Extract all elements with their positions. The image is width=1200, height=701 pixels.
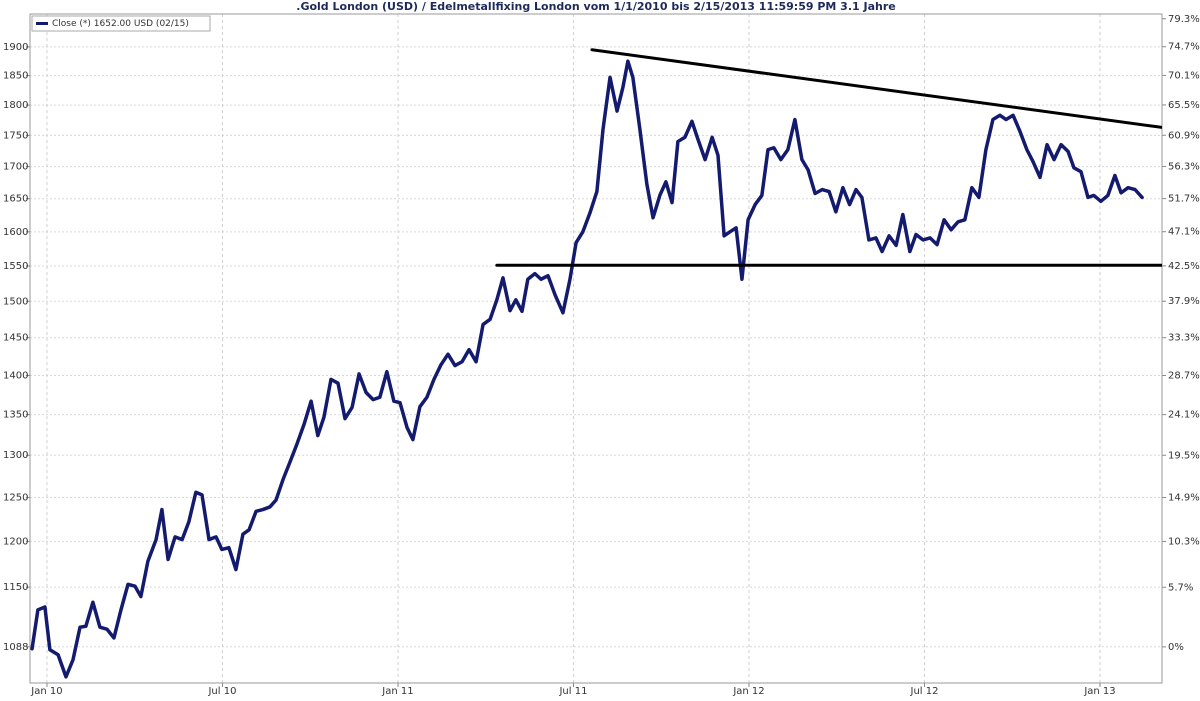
y-tick-label: 1900 — [3, 42, 28, 53]
y-tick-label: 1500 — [3, 296, 28, 307]
x-tick-label: Jul 11 — [558, 686, 587, 697]
y-tick-label: 1088 — [3, 642, 28, 653]
x-tick-label: Jan 13 — [1083, 686, 1115, 697]
y-tick-label: 1200 — [3, 536, 28, 547]
y-tick-label: 1800 — [3, 100, 28, 111]
y2-tick-label: 0% — [1168, 642, 1184, 653]
y2-tick-label: 42.5% — [1168, 261, 1200, 272]
y-tick-label: 1400 — [3, 370, 28, 381]
y2-tick-label: 10.3% — [1168, 536, 1200, 547]
x-tick-label: Jan 10 — [30, 686, 62, 697]
chart-title: .Gold London (USD) / Edelmetallfixing Lo… — [296, 0, 895, 13]
y-tick-label: 1150 — [3, 582, 28, 593]
y2-tick-label: 28.7% — [1168, 370, 1200, 381]
y2-tick-label: 14.9% — [1168, 492, 1200, 503]
y2-tick-label: 33.3% — [1168, 333, 1200, 344]
y2-tick-label: 51.7% — [1168, 194, 1200, 205]
x-tick-label: Jan 12 — [732, 686, 764, 697]
y2-tick-label: 60.9% — [1168, 130, 1200, 141]
y-tick-label: 1250 — [3, 492, 28, 503]
price-line — [30, 59, 1144, 679]
y-tick-label: 1350 — [3, 410, 28, 421]
y-tick-label: 1750 — [3, 130, 28, 141]
legend-box — [31, 15, 211, 32]
y2-tick-label: 56.3% — [1168, 161, 1200, 172]
y-tick-label: 1300 — [3, 450, 28, 461]
plot-frame — [29, 13, 1163, 684]
y-tick-label: 1700 — [3, 162, 28, 173]
y-tick-label: 1850 — [3, 71, 28, 82]
y2-tick-label: 74.7% — [1168, 42, 1200, 53]
x-tick-label: Jul 10 — [207, 686, 236, 697]
x-tick-label: Jul 12 — [910, 686, 939, 697]
y2-tick-label: 65.5% — [1168, 100, 1200, 111]
y2-tick-label: 19.5% — [1168, 450, 1200, 461]
y2-tick-label: 24.1% — [1168, 410, 1200, 421]
y2-tick-label: 47.1% — [1168, 227, 1200, 238]
trend-line — [590, 48, 1162, 129]
y2-tick-label: 5.7% — [1168, 582, 1193, 593]
y2-tick-label: 70.1% — [1168, 70, 1200, 81]
y-tick-label: 1450 — [3, 333, 28, 344]
y-tick-label: 1600 — [3, 227, 28, 238]
y-tick-label: 1650 — [3, 194, 28, 205]
x-tick-label: Jan 11 — [381, 686, 413, 697]
legend-label: Close (*) 1652.00 USD (02/15) — [52, 19, 189, 29]
y2-tick-label: 37.9% — [1168, 296, 1200, 307]
y2-tick-label: 79.3% — [1168, 14, 1200, 25]
y-tick-label: 1550 — [3, 261, 28, 272]
